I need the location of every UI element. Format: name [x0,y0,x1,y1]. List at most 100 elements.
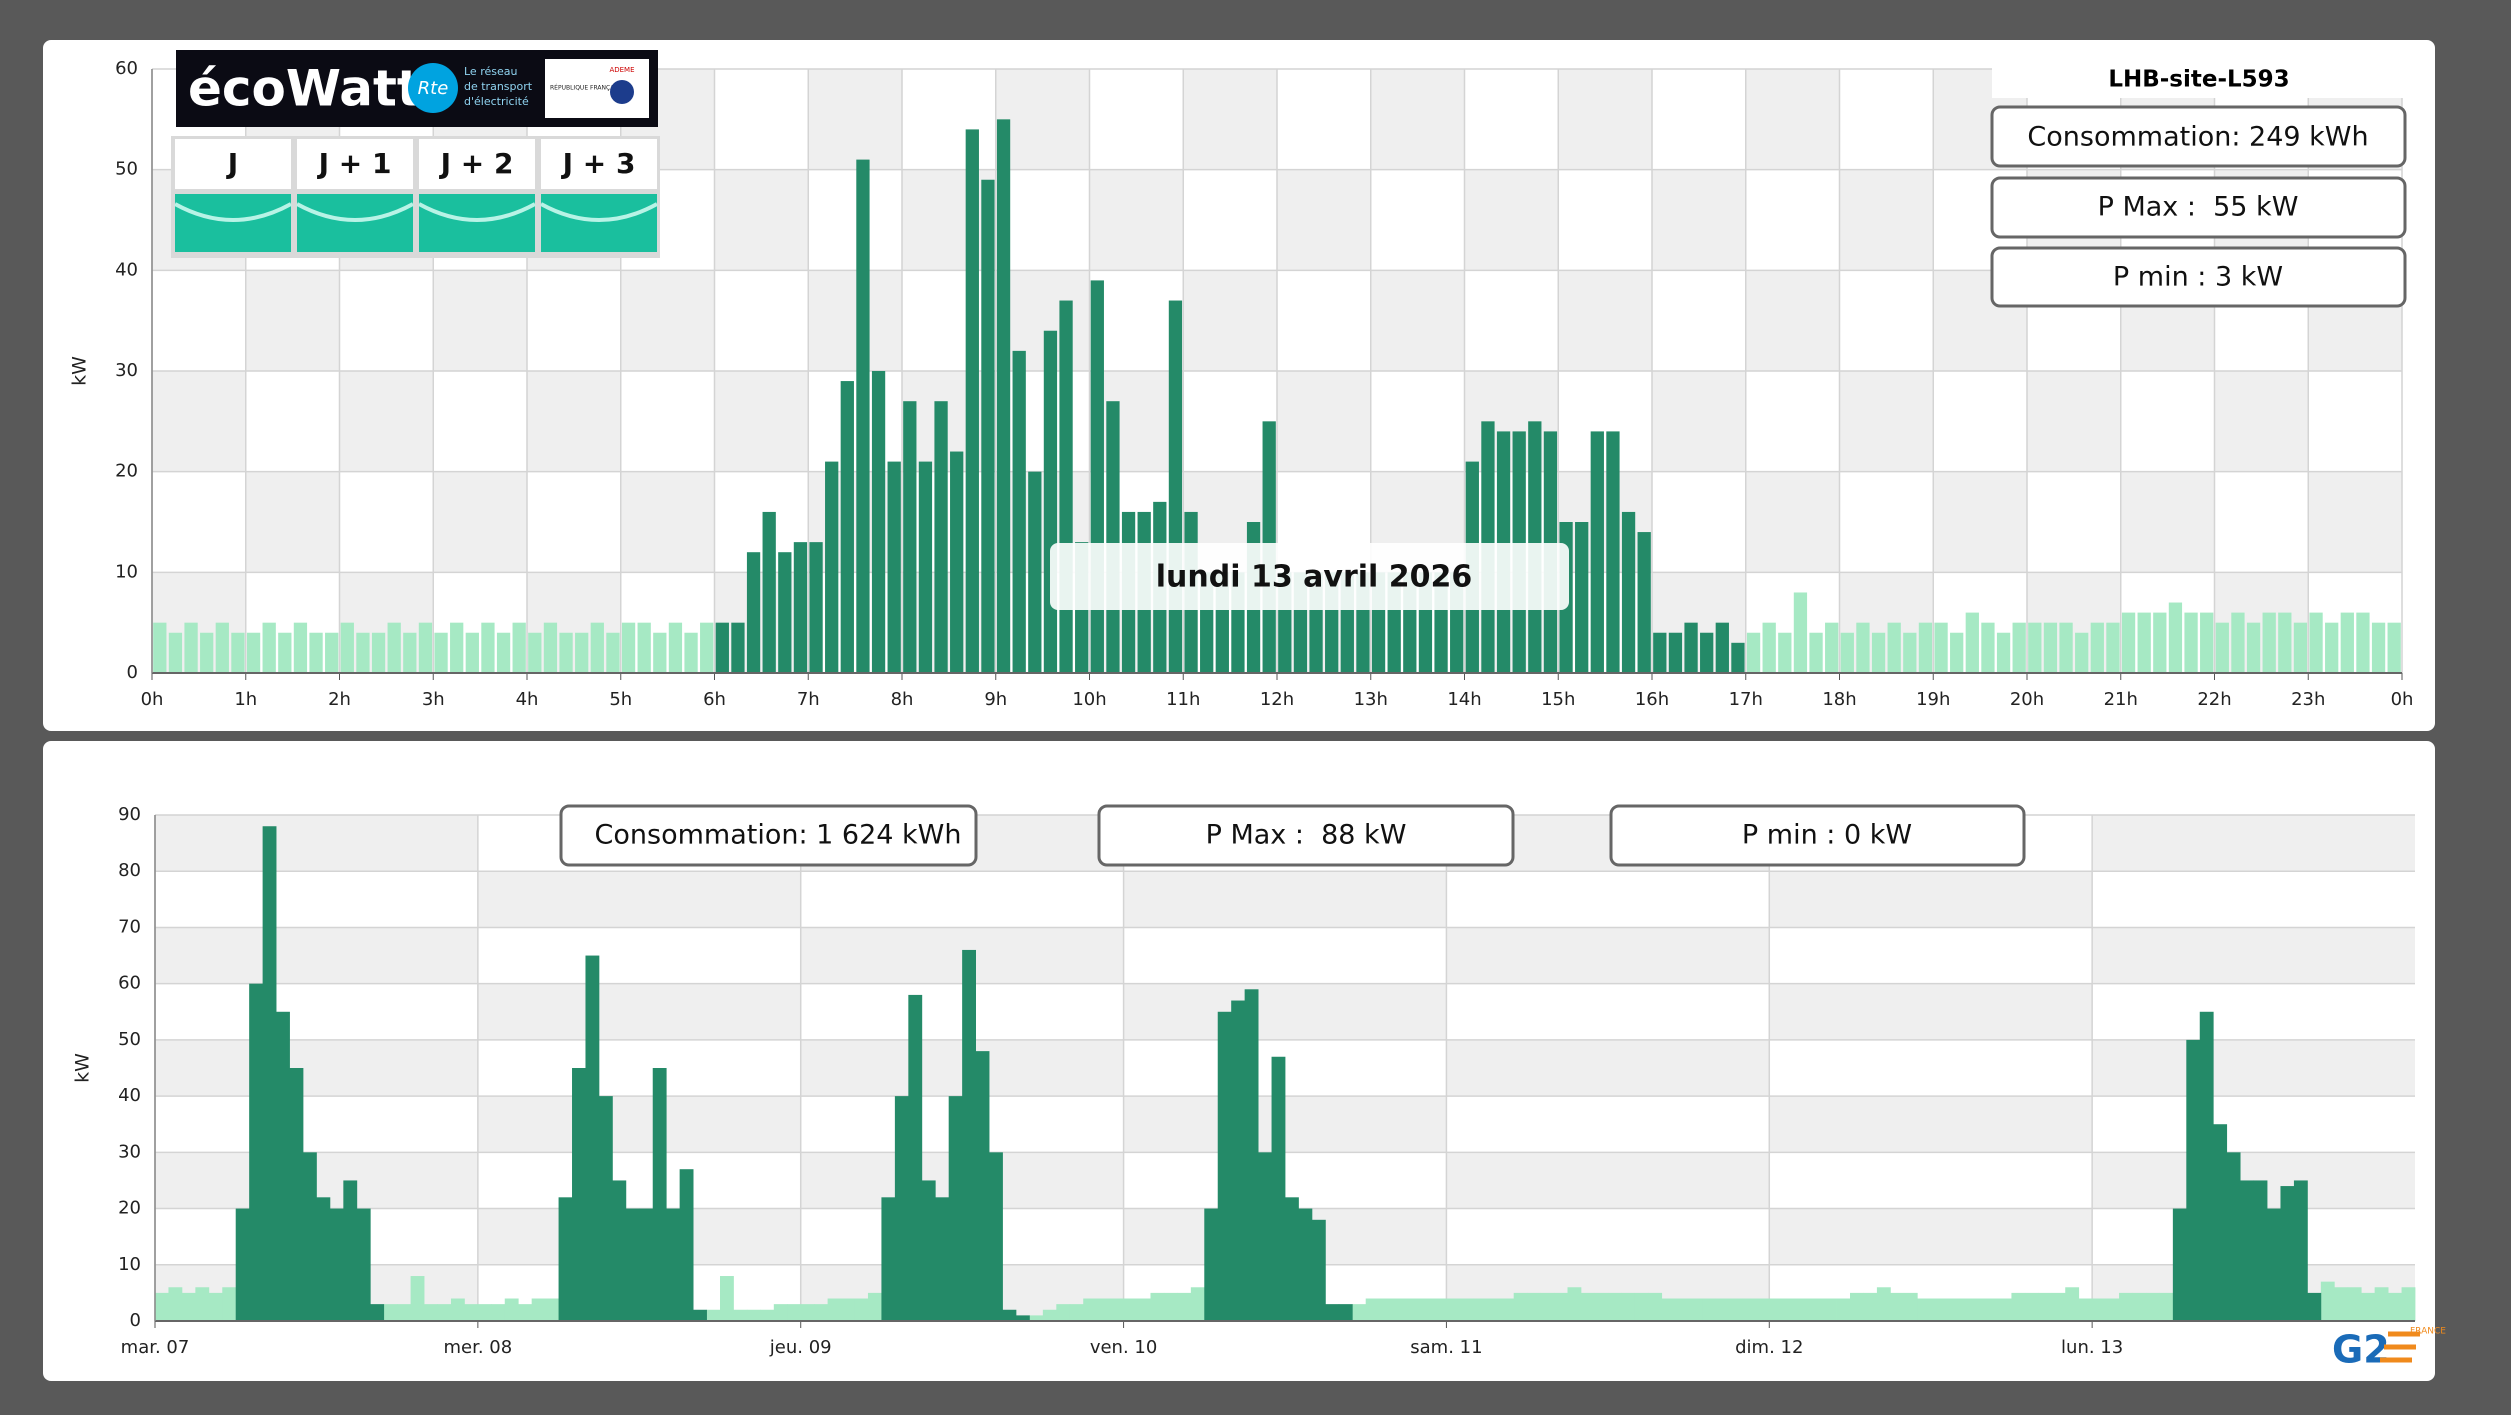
stat-text: Consommation: 1 624 kWh [595,820,962,851]
bar [2361,1292,2376,1321]
plot-cell [1745,371,1840,472]
bar [195,1287,210,1321]
bar [491,1304,506,1321]
bar [1059,300,1073,673]
bar [1887,622,1901,673]
bar [403,632,417,673]
plot-cell [1933,371,2027,472]
stat-box [1097,804,1515,867]
bar [2078,1298,2093,1321]
ecowatt-day-list: J J + 1 J + 2 J + 3 [174,139,658,252]
stat-text: Consommation: 249 kWh [2027,122,2368,153]
x-tick-label: jeu. 09 [769,1337,832,1358]
bar [575,632,589,673]
plot-cell [527,471,621,573]
x-tick-label: 16h [1635,689,1669,710]
plot-cell [1652,270,1746,371]
bar [1715,622,1729,673]
day-signal [541,194,657,252]
bar [437,1304,452,1321]
week-stat-boxes: Consommation: 1 624 kWh P Max : 88 kW P … [559,804,2026,867]
day-signal [419,194,535,252]
bar [1379,1298,1394,1321]
bar [1271,1056,1286,1321]
bar [1728,1298,1743,1321]
stat-boxes: Consommation: 249 kWh P Max : 55 kW P mi… [1990,105,2407,308]
bar [854,1298,869,1321]
bar [1244,989,1259,1321]
bar [625,1208,640,1321]
plot-cell [2308,371,2402,472]
bar [2371,622,2386,673]
bar [464,1304,479,1321]
bar [231,632,245,673]
bar [329,1208,344,1321]
bar [2159,1292,2174,1321]
bar [2105,1298,2120,1321]
bar [1950,632,1964,673]
bar [585,955,600,1321]
x-tick-label: 18h [1822,689,1856,710]
bar [2145,1292,2160,1321]
bar [760,1309,775,1321]
bar [262,826,277,1321]
plot-cell [1839,69,1934,170]
bar [155,1292,169,1321]
plot-cell [1769,1152,2093,1209]
bar [1621,511,1636,673]
y-tick-label: 40 [118,1085,141,1106]
republique-text: RÉPUBLIQUE FRANÇAISE [550,84,624,92]
plot-cell [1558,169,1652,271]
bar [746,552,761,673]
bar [867,1292,882,1321]
bar [2401,1287,2416,1321]
brand-stripes [2380,1331,2420,1363]
x-tick-label: 13h [1354,689,1388,710]
bar [1298,1208,1313,1321]
bar [2293,622,2308,673]
bar [1012,350,1026,673]
bar [531,1298,546,1321]
bar [1258,1152,1272,1321]
bar [612,1180,627,1321]
bar [356,632,370,673]
y-tick-label: 60 [115,58,138,79]
bar [1527,1292,1541,1321]
bar [356,1208,371,1321]
bar [652,1068,667,1321]
bar [1903,1292,1918,1321]
plot-cell [2308,572,2402,673]
bar [2075,632,2089,673]
bar [450,1298,465,1321]
plot-cell [339,471,434,573]
bar [637,622,651,673]
bar [1755,1298,1770,1321]
bar [825,461,839,673]
bar [1459,1298,1474,1321]
x-tick-label: 17h [1729,689,1763,710]
bar [2267,1208,2281,1321]
bar [1715,1298,1730,1321]
day-label: J [226,147,238,180]
bar [684,632,698,673]
bar [1661,1298,1676,1321]
bar [903,401,917,673]
bar [1056,1304,1071,1321]
bar [2137,612,2151,673]
plot-cell [1652,69,1746,170]
date-label: lundi 13 avril 2026 [1156,560,1473,595]
x-tick-label: 1h [234,689,257,710]
bar [2280,1186,2295,1321]
bar [222,1287,237,1321]
bar [1971,1298,1985,1321]
bar [2184,612,2198,673]
ademe-text: ADEME [609,66,634,74]
bar [1486,1298,1501,1321]
plot-cell [1183,371,1277,472]
bar [1231,1000,1246,1321]
plot-cell [155,983,478,1040]
bar [572,1068,586,1321]
plot-cell [2214,471,2309,573]
x-tick-label: 12h [1260,689,1294,710]
bar [950,451,964,673]
